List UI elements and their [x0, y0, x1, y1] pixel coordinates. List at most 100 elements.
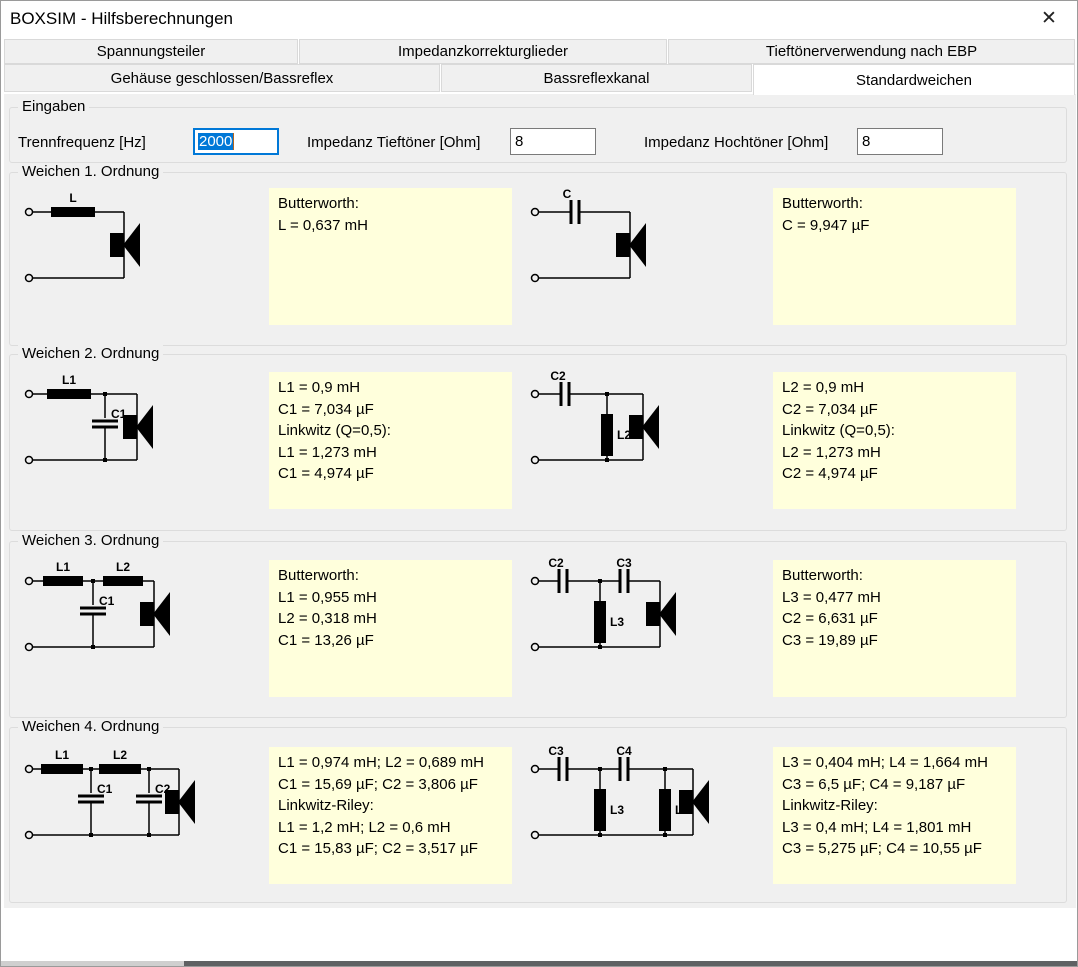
- capacitor-label: C1: [99, 594, 115, 608]
- group-weichen4-title: Weichen 4. Ordnung: [18, 718, 164, 735]
- inductor-label: L2: [617, 428, 631, 442]
- group-weichen2-title: Weichen 2. Ordnung: [18, 345, 164, 362]
- capacitor-symbol: [80, 606, 106, 616]
- terminal-icon: [530, 576, 540, 586]
- speaker-icon: [140, 592, 170, 636]
- tab-spannungsteiler[interactable]: Spannungsteiler: [4, 39, 298, 64]
- terminal-icon: [24, 830, 34, 840]
- terminal-icon: [530, 273, 540, 283]
- terminal-icon: [530, 207, 540, 217]
- highpass-3rd-order-circuit: C2 C3 L3: [530, 556, 676, 652]
- group-weichen1-title: Weichen 1. Ordnung: [18, 163, 164, 180]
- speaker-icon: [629, 405, 659, 449]
- impedanz-hochtoener-input[interactable]: [857, 128, 943, 155]
- speaker-icon: [646, 592, 676, 636]
- result-weichen4-lowpass: L1 = 0,974 mH; L2 = 0,689 mH C1 = 15,69 …: [269, 747, 512, 884]
- result-weichen1-highpass: Butterworth: C = 9,947 µF: [773, 188, 1016, 325]
- inductor-symbol: [601, 414, 613, 456]
- impedanz-hochtoener-label: Impedanz Hochtöner [Ohm]: [644, 134, 829, 151]
- inductor-label: L: [69, 191, 76, 205]
- terminal-icon: [24, 273, 34, 283]
- window-bottom-strip: [2, 908, 1076, 961]
- group-weichen-4-ordnung: Weichen 4. Ordnung L1 L2 C1: [9, 718, 1067, 903]
- trennfrequenz-selected-text: 2000: [198, 133, 234, 150]
- capacitor-symbol: [569, 200, 581, 224]
- group-weichen3-title: Weichen 3. Ordnung: [18, 532, 164, 549]
- terminal-icon: [24, 764, 34, 774]
- close-icon[interactable]: ✕: [1041, 8, 1057, 29]
- inductor-symbol: [659, 789, 671, 831]
- lowpass-3rd-order-circuit: L1 L2 C1: [24, 560, 170, 652]
- lowpass-1st-order-circuit: L: [24, 191, 140, 283]
- capacitor-symbol: [559, 382, 571, 406]
- group-eingaben-title: Eingaben: [18, 98, 90, 115]
- text-caret: [233, 133, 235, 150]
- lowpass-2nd-order-circuit: L1 C1: [24, 373, 153, 465]
- inductor-symbol: [594, 601, 606, 643]
- inductor-symbol: [41, 764, 83, 774]
- inductor-label: L3: [610, 615, 624, 629]
- capacitor-label: C2: [548, 556, 564, 570]
- result-weichen3-lowpass: Butterworth: L1 = 0,955 mH L2 = 0,318 mH…: [269, 560, 512, 697]
- highpass-2nd-order-circuit: C2 L2: [530, 369, 659, 465]
- terminal-icon: [24, 455, 34, 465]
- capacitor-label: C1: [111, 407, 127, 421]
- capacitor-label: C3: [548, 744, 564, 758]
- result-weichen1-lowpass: Butterworth: L = 0,637 mH: [269, 188, 512, 325]
- trennfrequenz-input[interactable]: 2000: [193, 128, 279, 155]
- speaker-icon: [679, 780, 709, 824]
- terminal-icon: [24, 642, 34, 652]
- capacitor-symbol: [557, 569, 569, 593]
- inductor-label: L1: [62, 373, 76, 387]
- terminal-icon: [24, 389, 34, 399]
- capacitor-symbol: [92, 419, 118, 429]
- tab-tieftoenerverwendung[interactable]: Tieftönerverwendung nach EBP: [668, 39, 1075, 64]
- inductor-symbol: [103, 576, 143, 586]
- inductor-symbol: [99, 764, 141, 774]
- tab-page-standardweichen: Eingaben Trennfrequenz [Hz] 2000 Impedan…: [4, 94, 1076, 908]
- capacitor-symbol: [136, 794, 162, 804]
- inductor-symbol: [43, 576, 83, 586]
- tab-impedanzkorrekturglieder[interactable]: Impedanzkorrekturglieder: [299, 39, 667, 64]
- terminal-icon: [530, 389, 540, 399]
- inductor-label: L3: [610, 803, 624, 817]
- inductor-symbol: [47, 389, 91, 399]
- terminal-icon: [530, 830, 540, 840]
- inductor-label: L1: [55, 748, 69, 762]
- highpass-4th-order-circuit: C3 C4 L3 L4: [530, 744, 709, 840]
- window-bottom-border: [1, 961, 184, 966]
- group-weichen-3-ordnung: Weichen 3. Ordnung L1 L2 C1: [9, 532, 1067, 718]
- capacitor-label: C2: [550, 369, 566, 383]
- group-eingaben: Eingaben Trennfrequenz [Hz] 2000 Impedan…: [9, 98, 1067, 163]
- impedanz-tieftoener-input[interactable]: [510, 128, 596, 155]
- capacitor-symbol: [78, 794, 104, 804]
- inductor-symbol: [51, 207, 95, 217]
- title-bar: BOXSIM - Hilfsberechnungen ✕: [1, 1, 1077, 38]
- tab-row-1: Spannungsteiler Impedanzkorrekturglieder…: [4, 39, 1076, 64]
- capacitor-label: C1: [97, 782, 113, 796]
- impedanz-tieftoener-label: Impedanz Tieftöner [Ohm]: [307, 134, 481, 151]
- group-weichen-2-ordnung: Weichen 2. Ordnung L1 C1: [9, 345, 1067, 531]
- capacitor-label: C: [563, 187, 572, 201]
- capacitor-label: C4: [616, 744, 632, 758]
- result-weichen4-highpass: L3 = 0,404 mH; L4 = 1,664 mH C3 = 6,5 µF…: [773, 747, 1016, 884]
- window-title: BOXSIM - Hilfsberechnungen: [10, 9, 233, 28]
- inductor-symbol: [594, 789, 606, 831]
- highpass-1st-order-circuit: C: [530, 187, 646, 283]
- tab-standardweichen[interactable]: Standardweichen: [753, 64, 1075, 95]
- inductor-label: L2: [113, 748, 127, 762]
- window-bottom-border: [184, 961, 1077, 966]
- result-weichen3-highpass: Butterworth: L3 = 0,477 mH C2 = 6,631 µF…: [773, 560, 1016, 697]
- tab-gehaeuse[interactable]: Gehäuse geschlossen/Bassreflex: [4, 64, 440, 92]
- speaker-icon: [110, 223, 140, 267]
- terminal-icon: [24, 576, 34, 586]
- speaker-icon: [165, 780, 195, 824]
- capacitor-symbol: [618, 757, 630, 781]
- terminal-icon: [530, 642, 540, 652]
- terminal-icon: [530, 764, 540, 774]
- inductor-label: L2: [116, 560, 130, 574]
- speaker-icon: [616, 223, 646, 267]
- capacitor-label: C3: [616, 556, 632, 570]
- tab-bassreflexkanal[interactable]: Bassreflexkanal: [441, 64, 752, 92]
